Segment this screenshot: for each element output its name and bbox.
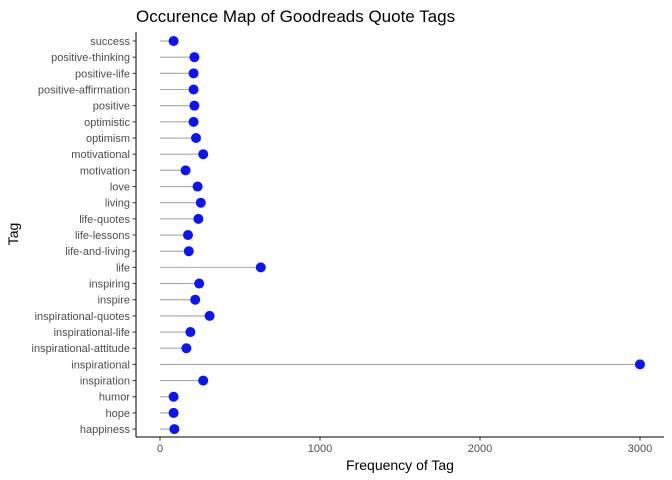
chart-title: Occurence Map of Goodreads Quote Tags — [136, 7, 455, 26]
point-life — [255, 262, 266, 273]
x-tick-label-0: 0 — [157, 443, 163, 455]
y-tick-label-happiness: happiness — [80, 424, 131, 436]
point-motivation — [180, 165, 191, 176]
y-tick-label-motivation: motivation — [80, 165, 130, 177]
y-tick-label-life-lessons: life-lessons — [75, 230, 131, 242]
point-inspirational — [635, 359, 645, 370]
point-optimism — [191, 133, 201, 144]
x-axis-title: Frequency of Tag — [346, 457, 454, 473]
point-success — [168, 36, 179, 46]
y-tick-label-inspirational: inspirational — [71, 359, 130, 371]
x-axis: 0 1000 2000 3000 — [136, 436, 664, 455]
point-inspirational-quotes — [204, 310, 215, 321]
point-inspirational-attitude — [181, 343, 192, 354]
y-tick-label-positive: positive — [93, 101, 130, 113]
y-tick-label-life: life — [116, 262, 130, 274]
y-tick-label-life-and-living: life-and-living — [65, 246, 130, 258]
y-tick-label-inspiring: inspiring — [89, 279, 130, 291]
y-tick-label-life-quotes: life-quotes — [79, 214, 130, 226]
y-axis: success positive-thinking positive-life pos… — [32, 32, 137, 437]
y-tick-label-optimistic: optimistic — [84, 117, 130, 129]
y-axis-title: Tag — [5, 223, 21, 246]
y-tick-label-motivational: motivational — [71, 149, 130, 161]
point-living — [195, 197, 206, 208]
point-positive — [189, 100, 200, 111]
point-positive-affirmation — [188, 84, 199, 95]
point-positive-life — [188, 68, 199, 79]
point-humor — [168, 391, 179, 402]
point-inspiring — [194, 278, 205, 289]
y-tick-label-inspirational-attitude: inspirational-attitude — [32, 343, 130, 355]
stems-group — [160, 40, 640, 430]
point-life-quotes — [193, 213, 204, 224]
point-motivational — [198, 149, 209, 160]
y-tick-label-inspire: inspire — [98, 295, 130, 307]
y-tick-label-inspirational-quotes: inspirational-quotes — [35, 311, 131, 323]
y-tick-label-love: love — [110, 182, 130, 194]
y-tick-label-hope: hope — [106, 408, 130, 420]
point-inspire — [190, 294, 201, 305]
point-life-lessons — [183, 230, 193, 241]
y-tick-label-positive-thinking: positive-thinking — [51, 52, 130, 64]
y-tick-label-humor: humor — [99, 392, 131, 404]
points-group — [168, 36, 645, 435]
y-tick-label-living: living — [105, 198, 130, 210]
y-tick-label-optimism: optimism — [86, 133, 130, 145]
x-tick-label-1000: 1000 — [308, 443, 332, 455]
y-tick-label-inspiration: inspiration — [80, 376, 130, 388]
point-inspirational-life — [185, 327, 196, 338]
point-positive-thinking — [189, 52, 200, 63]
point-happiness — [169, 424, 180, 435]
y-tick-label-success: success — [90, 36, 130, 48]
y-tick-label-positive-life: positive-life — [75, 68, 130, 80]
x-tick-label-3000: 3000 — [628, 443, 652, 455]
x-tick-label-2000: 2000 — [468, 443, 492, 455]
point-hope — [168, 407, 179, 418]
point-life-and-living — [183, 246, 194, 257]
point-love — [192, 181, 203, 192]
y-tick-label-inspirational-life: inspirational-life — [54, 327, 130, 339]
point-optimistic — [188, 116, 199, 127]
point-inspiration — [198, 375, 209, 386]
y-tick-label-positive-affirmation: positive-affirmation — [38, 85, 130, 97]
